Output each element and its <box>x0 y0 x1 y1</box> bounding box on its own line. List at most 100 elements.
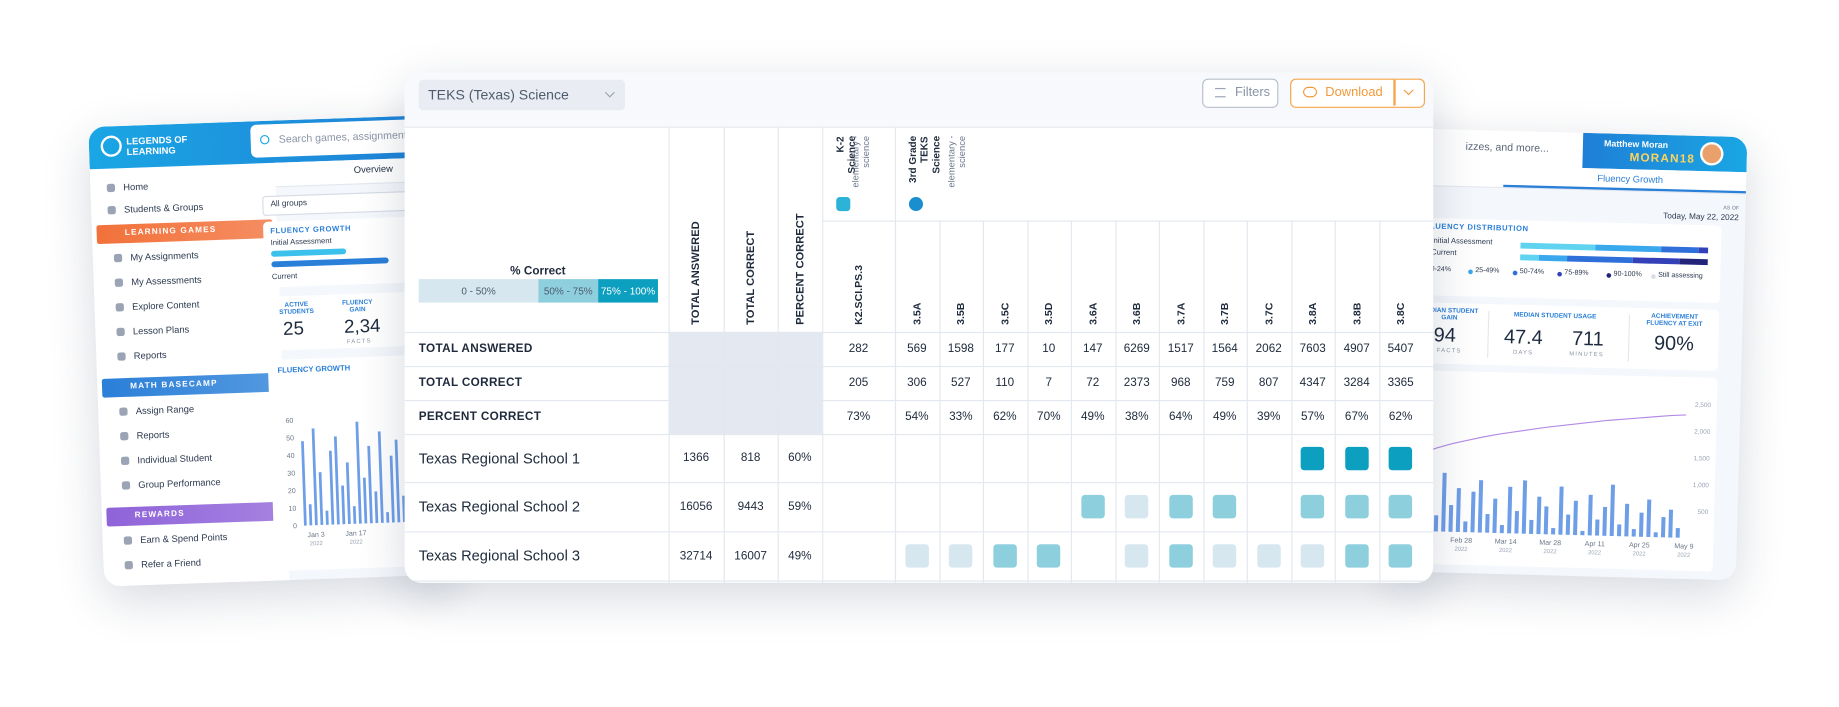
search-placeholder: izzes, and more... <box>1465 140 1550 155</box>
heat-cell[interactable] <box>1300 494 1325 519</box>
bar <box>1463 521 1468 533</box>
heat-cell[interactable] <box>1037 544 1061 568</box>
cell: 49% <box>778 531 823 580</box>
dist-segment <box>1595 244 1662 253</box>
cell-value: 16056 <box>679 500 713 514</box>
cell-value: 38% <box>1125 410 1149 424</box>
cell-value: 759 <box>1214 376 1235 390</box>
cell: 73% <box>822 400 895 434</box>
heat-cell[interactable] <box>1212 494 1237 519</box>
bar <box>1675 528 1680 538</box>
bar <box>1551 527 1556 535</box>
user-name: Matthew Moran <box>1603 138 1669 151</box>
column-header: 3.5C <box>983 220 1027 325</box>
nav-icon <box>107 205 116 215</box>
nav-item[interactable]: Reports <box>136 429 170 442</box>
x-tick-label: Apr 25 <box>1629 542 1650 550</box>
cell: 38% <box>1115 400 1159 434</box>
cell: 62% <box>983 400 1027 434</box>
nav-item[interactable]: Home <box>123 181 149 193</box>
column-header: 3.5B <box>939 220 983 325</box>
x-tick-label: Mar 14 <box>1495 538 1517 546</box>
y-tick-label: 30 <box>287 470 295 477</box>
bar <box>1485 513 1490 533</box>
standard-code: 3.5A <box>910 302 923 325</box>
nav-item[interactable]: Assign Range <box>135 403 195 417</box>
column-header: 3.7A <box>1159 220 1203 325</box>
heat-cell[interactable] <box>1125 494 1149 519</box>
grid-line <box>404 482 1434 484</box>
cell: 759 <box>1203 366 1247 400</box>
cell: 306 <box>895 366 939 400</box>
bar <box>1536 496 1542 535</box>
heat-cell[interactable] <box>1388 446 1413 470</box>
heat-cell[interactable] <box>1300 446 1325 470</box>
cell: 818 <box>724 434 778 482</box>
heat-cell[interactable] <box>1169 544 1193 568</box>
card-title: FLUENCY GROWTH <box>270 224 352 236</box>
label: Initial Assessment <box>1431 236 1493 247</box>
school-name[interactable]: Texas Regional School 3 <box>418 547 581 565</box>
cell: 64% <box>1159 400 1203 434</box>
cell-value: 527 <box>951 376 971 390</box>
heat-cell[interactable] <box>905 544 929 568</box>
download-button[interactable]: Download <box>1290 78 1425 108</box>
x-tick-year: 2022 <box>1543 549 1556 555</box>
standard-code: 3.5C <box>998 302 1011 325</box>
heat-cell[interactable] <box>1344 494 1369 519</box>
grid-line <box>1334 220 1336 583</box>
heat-cell[interactable] <box>949 544 973 568</box>
heat-cell[interactable] <box>1344 446 1369 470</box>
cell: 968 <box>1159 366 1203 400</box>
grid-line <box>822 126 824 583</box>
y-tick-label: 2,000 <box>1694 429 1711 436</box>
section-title: LEARNING GAMES <box>124 225 217 238</box>
search-placeholder: Search games, assignments... <box>278 128 421 146</box>
heat-cell[interactable] <box>1169 494 1193 519</box>
filters-button[interactable]: Filters <box>1202 78 1279 108</box>
nav-icon <box>120 431 129 441</box>
cell: 16056 <box>669 482 724 531</box>
heat-cell[interactable] <box>1344 544 1369 568</box>
column-header: 3.6A <box>1071 220 1115 325</box>
cell-value: 9443 <box>737 500 764 514</box>
standard-select[interactable]: TEKS (Texas) Science <box>418 79 626 111</box>
bar <box>1507 486 1513 534</box>
cell: 569 <box>895 332 939 366</box>
heat-cell[interactable] <box>1300 544 1325 568</box>
school-name[interactable]: Texas Regional School 1 <box>418 449 581 467</box>
nav-item[interactable]: Refer a Friend <box>140 557 202 571</box>
heat-cell[interactable] <box>1388 494 1413 519</box>
heat-cell[interactable] <box>1212 544 1237 568</box>
grid-line <box>1246 220 1248 583</box>
x-tick-label: Jan 3 <box>307 532 324 540</box>
row-label: TOTAL ANSWERED <box>418 341 533 355</box>
bar <box>1616 524 1622 537</box>
standard-code: 3.7C <box>1262 302 1275 325</box>
x-tick-year: 2022 <box>1632 551 1645 557</box>
heat-cell[interactable] <box>993 544 1017 568</box>
dist-segment <box>1698 247 1709 254</box>
bar <box>1514 510 1520 534</box>
cell: 807 <box>1247 366 1291 400</box>
tab[interactable]: Overview <box>353 163 394 176</box>
label: Current <box>1431 248 1457 258</box>
heat-cell[interactable] <box>1125 544 1149 568</box>
legend-title: % Correct <box>510 265 566 278</box>
heat-cell[interactable] <box>1081 494 1105 519</box>
heat-cell[interactable] <box>1256 544 1281 568</box>
as-of: AS OF <box>1723 204 1740 211</box>
school-name[interactable]: Texas Regional School 2 <box>418 498 581 515</box>
bar <box>1646 499 1652 538</box>
heat-cell[interactable] <box>1388 544 1413 568</box>
tab[interactable]: Fluency Growth <box>1597 173 1664 186</box>
download-icon <box>1303 86 1318 98</box>
nav-item[interactable]: Reports <box>133 349 167 362</box>
legend-range: 0 - 50% <box>418 279 539 303</box>
grid-line <box>777 126 779 583</box>
column-header: 3.5A <box>895 220 939 325</box>
cell-value: 57% <box>1300 410 1325 424</box>
cell: 54% <box>895 400 939 434</box>
nav-item[interactable]: Lesson Plans <box>132 324 190 337</box>
grid-line <box>938 220 941 583</box>
